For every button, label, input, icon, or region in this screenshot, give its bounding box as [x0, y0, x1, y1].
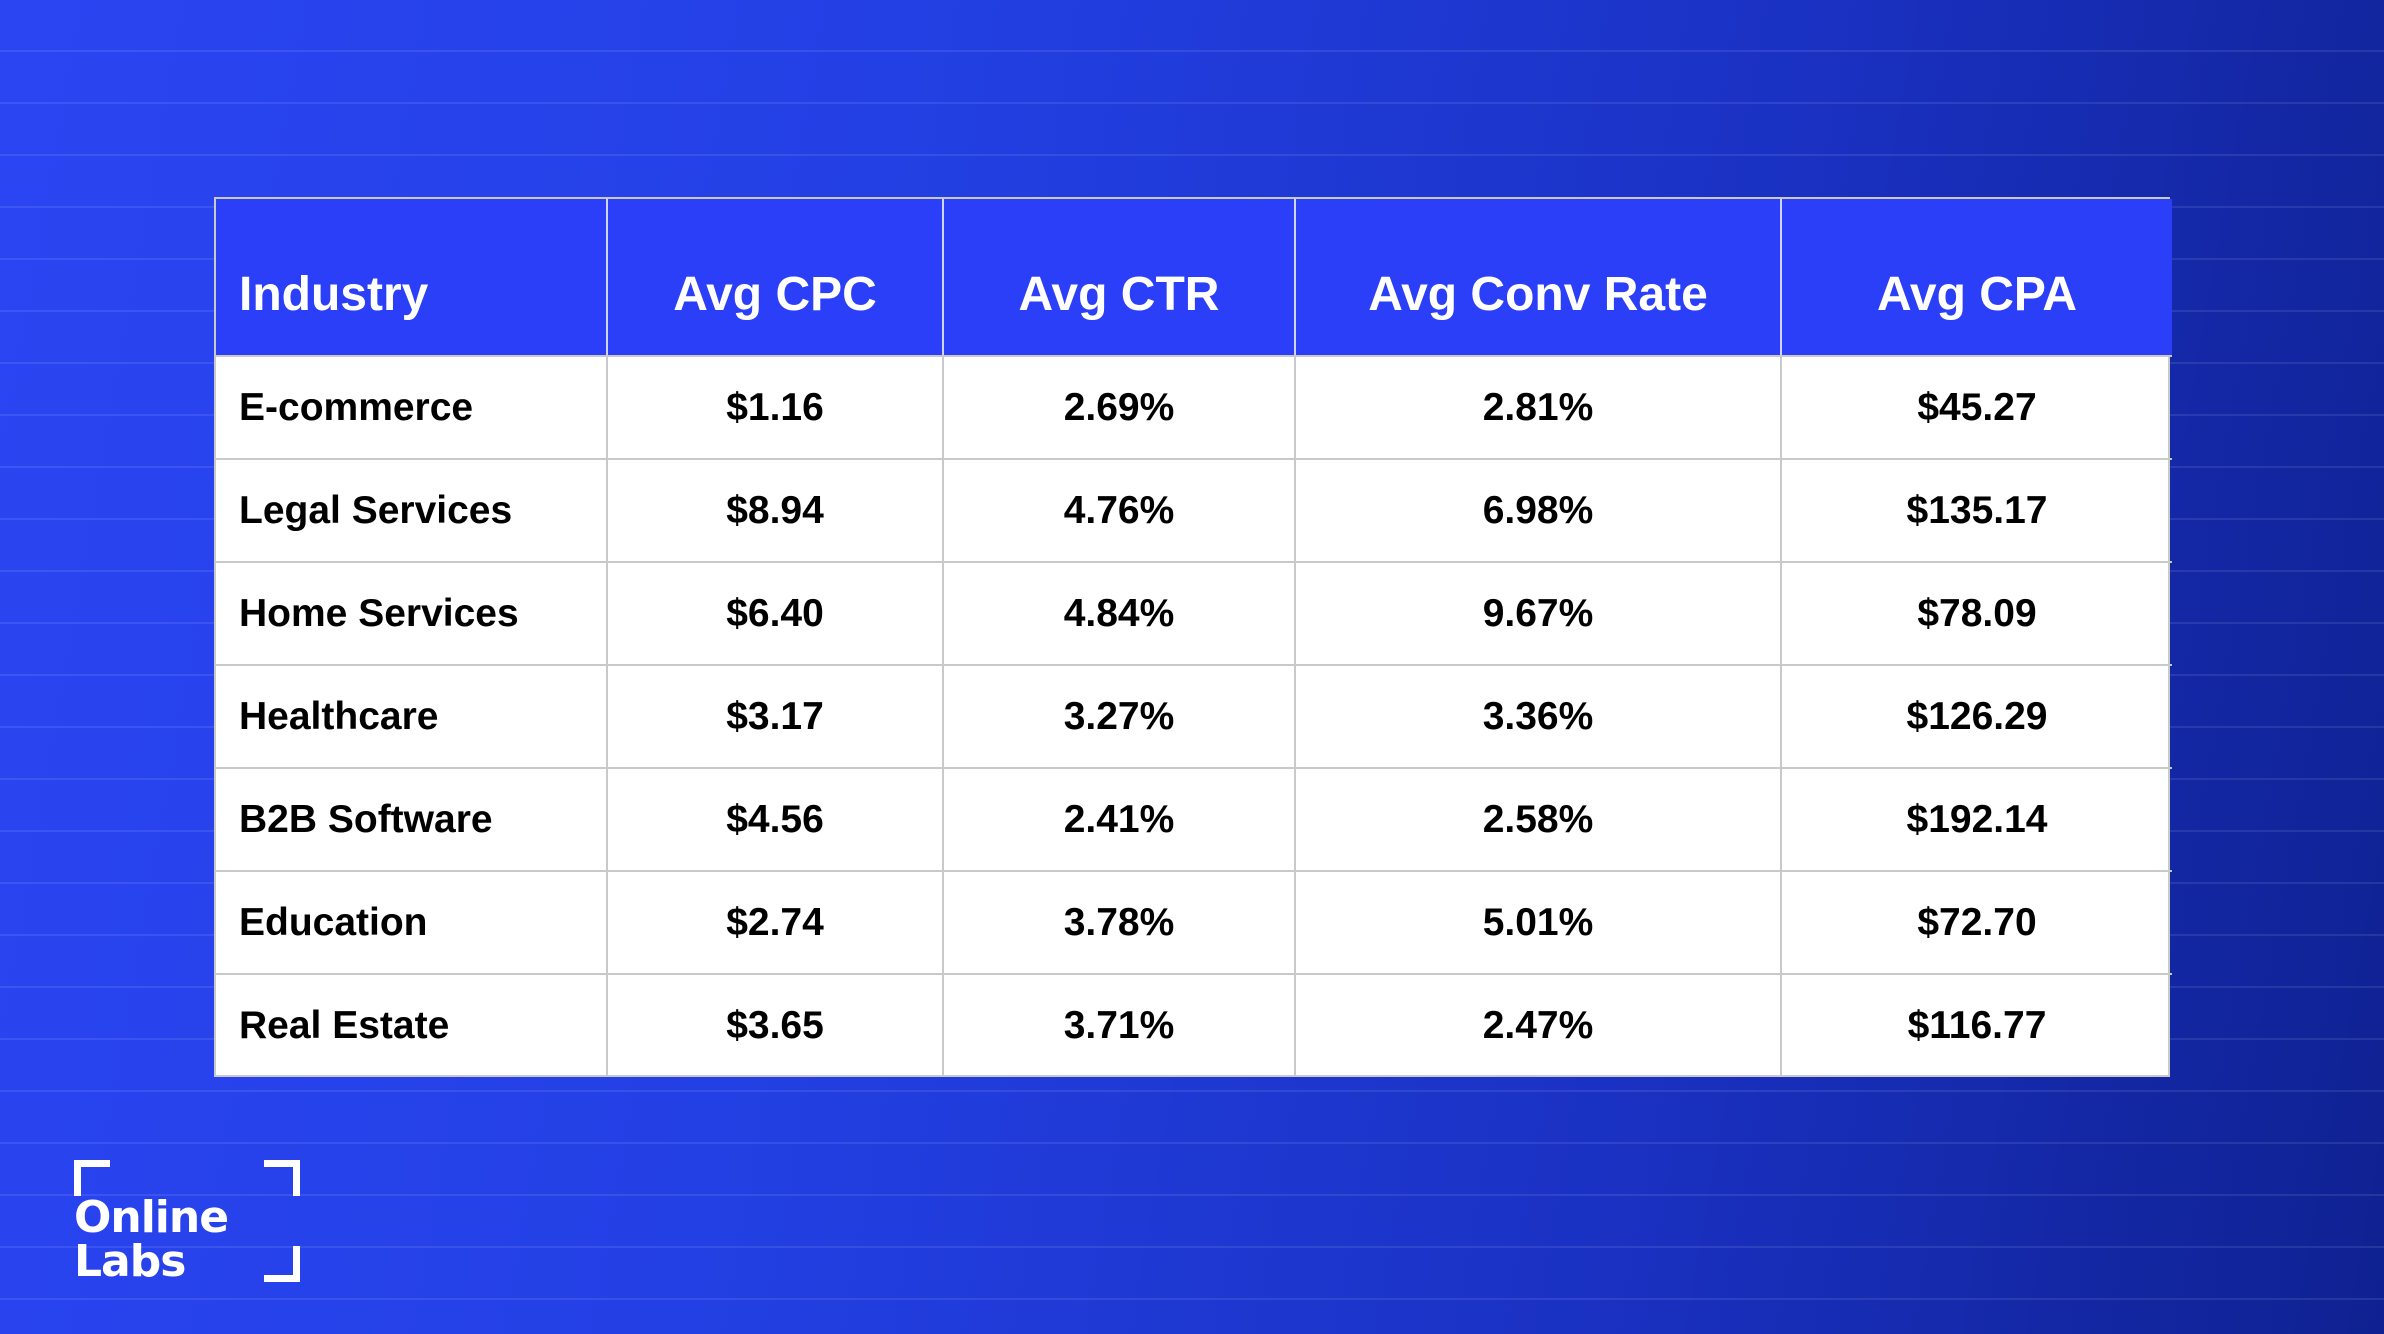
cell-avg-cpa: $45.27	[1780, 355, 2172, 459]
logo-corner-top-right	[264, 1160, 300, 1196]
cell-industry: B2B Software	[216, 767, 607, 871]
column-header-avg-cpc: Avg CPC	[606, 199, 943, 357]
table-row: Home Services $6.40 4.84% 9.67% $78.09	[216, 561, 2172, 665]
cell-industry: Home Services	[216, 561, 607, 665]
table-row: B2B Software $4.56 2.41% 2.58% $192.14	[216, 767, 2172, 871]
cell-avg-ctr: 2.41%	[942, 767, 1295, 871]
column-header-avg-ctr: Avg CTR	[942, 199, 1295, 357]
cell-avg-cpa: $192.14	[1780, 767, 2172, 871]
cell-avg-ctr: 3.71%	[942, 973, 1295, 1077]
logo-text-labs: Labs	[74, 1236, 186, 1287]
cell-avg-ctr: 3.78%	[942, 870, 1295, 974]
cell-avg-conv-rate: 5.01%	[1294, 870, 1781, 974]
cell-avg-ctr: 2.69%	[942, 355, 1295, 459]
cell-avg-cpa: $72.70	[1780, 870, 2172, 974]
column-header-avg-conv-rate: Avg Conv Rate	[1294, 199, 1781, 357]
cell-industry: E-commerce	[216, 355, 607, 459]
logo-corner-bottom-right	[264, 1246, 300, 1282]
cell-avg-cpc: $3.17	[606, 664, 943, 768]
cell-avg-ctr: 4.84%	[942, 561, 1295, 665]
cell-avg-cpa: $78.09	[1780, 561, 2172, 665]
cell-industry: Real Estate	[216, 973, 607, 1077]
cell-avg-cpc: $1.16	[606, 355, 943, 459]
column-header-avg-cpa: Avg CPA	[1780, 199, 2172, 357]
data-table: Industry Avg CPC Avg CTR Avg Conv Rate A…	[216, 199, 2172, 1077]
cell-avg-conv-rate: 6.98%	[1294, 458, 1781, 562]
online-labs-logo: Online Labs	[74, 1160, 300, 1284]
logo-text-online: Online	[74, 1192, 229, 1243]
table-header-row: Industry Avg CPC Avg CTR Avg Conv Rate A…	[216, 199, 2172, 357]
cell-avg-ctr: 3.27%	[942, 664, 1295, 768]
cell-avg-cpc: $6.40	[606, 561, 943, 665]
table-row: Real Estate $3.65 3.71% 2.47% $116.77	[216, 973, 2172, 1077]
cell-industry: Education	[216, 870, 607, 974]
cell-industry: Legal Services	[216, 458, 607, 562]
table-row: Education $2.74 3.78% 5.01% $72.70	[216, 870, 2172, 974]
logo-corner-top-left	[74, 1160, 110, 1196]
cell-avg-cpa: $135.17	[1780, 458, 2172, 562]
cell-avg-cpc: $2.74	[606, 870, 943, 974]
cell-avg-conv-rate: 2.81%	[1294, 355, 1781, 459]
benchmark-table: Industry Avg CPC Avg CTR Avg Conv Rate A…	[214, 197, 2172, 1077]
cell-avg-cpc: $3.65	[606, 973, 943, 1077]
cell-avg-conv-rate: 2.58%	[1294, 767, 1781, 871]
cell-avg-cpa: $126.29	[1780, 664, 2172, 768]
column-header-industry: Industry	[216, 199, 607, 357]
cell-avg-conv-rate: 2.47%	[1294, 973, 1781, 1077]
table-row: Legal Services $8.94 4.76% 6.98% $135.17	[216, 458, 2172, 562]
cell-avg-conv-rate: 9.67%	[1294, 561, 1781, 665]
cell-avg-conv-rate: 3.36%	[1294, 664, 1781, 768]
cell-industry: Healthcare	[216, 664, 607, 768]
cell-avg-ctr: 4.76%	[942, 458, 1295, 562]
cell-avg-cpa: $116.77	[1780, 973, 2172, 1077]
cell-avg-cpc: $4.56	[606, 767, 943, 871]
table-row: Healthcare $3.17 3.27% 3.36% $126.29	[216, 664, 2172, 768]
cell-avg-cpc: $8.94	[606, 458, 943, 562]
table-row: E-commerce $1.16 2.69% 2.81% $45.27	[216, 355, 2172, 459]
